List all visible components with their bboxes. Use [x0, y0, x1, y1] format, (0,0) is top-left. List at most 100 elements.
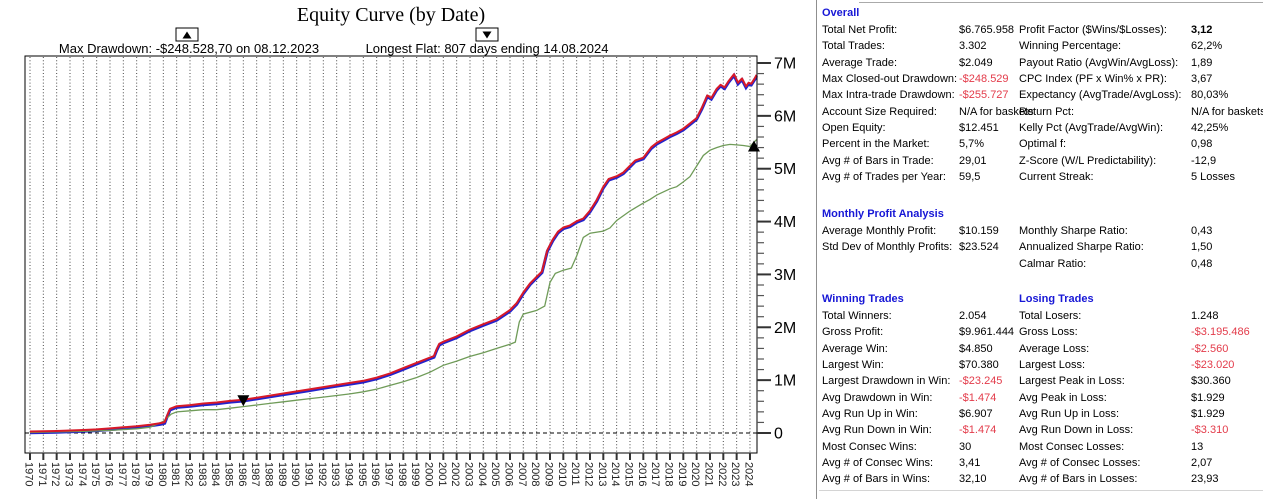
- stat-row: Avg # of Trades per Year: 59,5 Current Str…: [817, 169, 1263, 185]
- x-axis-year-label: 2012: [582, 462, 594, 486]
- stat-label: Optimal f:: [1019, 138, 1067, 151]
- stat-row: Average Win: $4.850 Average Loss: -$2.560: [817, 341, 1263, 357]
- stat-value: 29,01: [959, 154, 987, 167]
- stat-label: Winning Percentage:: [1019, 40, 1122, 53]
- stat-label: Account Size Required:: [822, 105, 937, 118]
- x-axis-year-label: 2021: [702, 462, 714, 486]
- stat-label: Percent in the Market:: [822, 138, 930, 151]
- stat-value: -$1.474: [959, 391, 997, 404]
- x-axis-year-label: 2015: [622, 462, 634, 486]
- x-axis-year-label: 2005: [489, 462, 501, 486]
- x-axis-year-label: 2009: [542, 462, 554, 486]
- stat-label: Profit Factor ($Wins/$Losses):: [1019, 24, 1167, 36]
- stat-value: 32,10: [959, 473, 987, 486]
- stat-value: 3.302: [959, 40, 987, 53]
- stat-label: Largest Drawdown in Win:: [822, 375, 951, 388]
- plot-border: [24, 55, 758, 454]
- section-title-right: Losing Trades: [1019, 293, 1094, 305]
- x-axis-year-label: 1989: [276, 462, 288, 486]
- stat-row: Avg Run Down in Win: -$1.474 Avg Run Down …: [817, 422, 1263, 438]
- x-axis-year-label: 2019: [676, 462, 688, 486]
- stat-label: Most Consec Wins:: [822, 440, 917, 453]
- stat-value: -$3.310: [1191, 424, 1229, 437]
- x-axis-year-label: 1973: [62, 462, 74, 486]
- stat-value: N/A for baskets: [1191, 105, 1263, 118]
- x-axis-year-label: 1981: [169, 462, 181, 486]
- x-axis-year-label: 1998: [396, 462, 408, 486]
- chart-triangle-down-marker: [237, 395, 250, 407]
- stat-value: 2,07: [1191, 457, 1213, 470]
- section-title: Winning Trades: [822, 293, 904, 305]
- x-axis-year-label: 1995: [356, 462, 368, 486]
- stat-row: Max Closed-out Drawdown: -$248.529 CPC Ind…: [817, 71, 1263, 87]
- stat-value: $70.380: [959, 359, 999, 372]
- stat-value: $1.929: [1191, 408, 1225, 421]
- stat-value: 59,5: [959, 171, 981, 184]
- x-axis-year-label: 2020: [689, 462, 701, 486]
- x-axis-year-label: 1974: [76, 462, 88, 486]
- stat-row: Avg # of Consec Wins: 3,41 Avg # of Consec…: [817, 455, 1263, 471]
- chart-markers: [237, 140, 760, 407]
- stat-label: Total Winners:: [822, 310, 892, 322]
- stat-value: -$23.020: [1191, 359, 1235, 372]
- stat-row: Gross Profit: $9.961.444 Gross Loss: -$3.19…: [817, 324, 1263, 340]
- x-axis-year-label: 2013: [596, 462, 608, 486]
- stat-label: Avg Run Down in Loss:: [1019, 424, 1134, 437]
- chart-series: [29, 72, 758, 435]
- x-axis-year-label: 1984: [209, 462, 221, 486]
- x-axis-year-label: 1986: [236, 462, 248, 486]
- x-axis-year-label: 1971: [36, 462, 48, 486]
- stat-label: Avg Drawdown in Win:: [822, 391, 933, 404]
- x-axis-year-label: 1975: [89, 462, 101, 486]
- stat-value: 2.054: [959, 310, 987, 322]
- stat-row: Most Consec Wins: 30 Most Consec Losses: 13: [817, 439, 1263, 455]
- y-axis-label: 7M: [774, 56, 796, 73]
- stat-value: $6.907: [959, 408, 993, 421]
- longest-flat-annotation: Longest Flat: 807 days ending 14.08.2024: [366, 41, 609, 56]
- y-axis-label: 1M: [774, 373, 796, 390]
- x-axis-year-label: 2002: [449, 462, 461, 486]
- stat-value: -12,9: [1191, 154, 1217, 167]
- stats-section-overall: Overall Total Net Profit: $6.765.958 Profit…: [817, 5, 1263, 185]
- stat-value: 0,43: [1191, 225, 1213, 237]
- x-axis-year-label: 2006: [502, 462, 514, 486]
- stat-row: Total Net Profit: $6.765.958 Profit Factor…: [817, 22, 1263, 38]
- x-axis-year-label: 2011: [569, 462, 581, 486]
- section-title: Monthly Profit Analysis: [822, 208, 944, 220]
- stat-label: Payout Ratio (AvgWin/AvgLoss):: [1019, 56, 1179, 69]
- equity-curve-chart[interactable]: Equity Curve (by Date) Max Drawdown: -$2…: [0, 0, 816, 499]
- stat-value: 1.248: [1191, 310, 1219, 322]
- stat-label: Avg Run Up in Win:: [822, 408, 918, 421]
- x-axis-year-label: 2024: [742, 462, 754, 486]
- stat-row: Avg # of Bars in Wins: 32,10 Avg # of Bars…: [817, 471, 1263, 487]
- x-axis-year-label: 1992: [316, 462, 328, 486]
- stat-label: Average Win:: [822, 342, 888, 355]
- stat-row: Avg Drawdown in Win: -$1.474 Avg Peak in L…: [817, 390, 1263, 406]
- stat-value: $1.929: [1191, 391, 1225, 404]
- x-axis-year-label: 2023: [729, 462, 741, 486]
- stats-section-monthly-profit-analysis: Monthly Profit Analysis Average Monthly P…: [817, 206, 1263, 272]
- y-axis-label: 3M: [774, 267, 796, 284]
- max-drawdown-annotation: Max Drawdown: -$248.528,70 on 08.12.2023: [59, 41, 319, 56]
- equity-line: [29, 73, 758, 433]
- stat-label: Avg # of Bars in Wins:: [822, 473, 931, 486]
- x-axis-year-label: 2008: [529, 462, 541, 486]
- stat-label: Average Monthly Profit:: [822, 225, 937, 237]
- stat-label: Annualized Sharpe Ratio:: [1019, 241, 1144, 254]
- stat-value: 0,48: [1191, 257, 1213, 270]
- stat-row: Avg Run Up in Win: $6.907 Avg Run Up in Lo…: [817, 406, 1263, 422]
- x-axis-year-label: 1991: [302, 462, 314, 486]
- stat-label: Return Pct:: [1019, 105, 1075, 118]
- x-axis-year-label: 2007: [516, 462, 528, 486]
- stat-label: Current Streak:: [1019, 171, 1094, 184]
- stat-label: Avg # of Consec Wins:: [822, 457, 934, 470]
- stat-row: Open Equity: $12.451 Kelly Pct (AvgTrade/A…: [817, 120, 1263, 136]
- stat-label: Average Trade:: [822, 56, 898, 69]
- x-axis-year-label: 1990: [289, 462, 301, 486]
- stat-label: Largest Peak in Loss:: [1019, 375, 1125, 388]
- stat-value: $30.360: [1191, 375, 1231, 388]
- x-axis-year-label: 1977: [116, 462, 128, 486]
- x-axis-year-label: 1985: [222, 462, 234, 486]
- stat-label: Open Equity:: [822, 122, 886, 135]
- stat-value: -$248.529: [959, 73, 1009, 86]
